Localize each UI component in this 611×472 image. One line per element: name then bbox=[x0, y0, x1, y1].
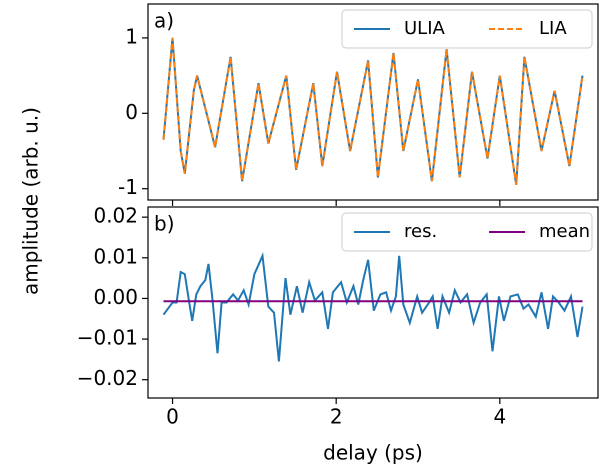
y-tick-label: −0.02 bbox=[77, 366, 138, 390]
y-tick-label: 0 bbox=[125, 100, 138, 124]
x-tick-label: 2 bbox=[330, 405, 343, 429]
y-tick-label: 0.00 bbox=[93, 285, 138, 309]
axes-frame bbox=[147, 3, 599, 201]
legend-box bbox=[341, 212, 593, 252]
x-tick-label: 4 bbox=[493, 405, 506, 429]
series-line bbox=[162, 37, 584, 186]
plot-area bbox=[162, 252, 584, 362]
legend-label: LIA bbox=[539, 18, 567, 39]
y-tick-label: 1 bbox=[125, 24, 138, 48]
series-line bbox=[162, 252, 584, 362]
legend-label: res. bbox=[404, 221, 437, 242]
y-tick-label: 0.01 bbox=[93, 244, 138, 268]
legend: ULIA LIA bbox=[341, 9, 593, 49]
legend-label: mean bbox=[539, 221, 590, 242]
legend: res. mean bbox=[341, 212, 593, 252]
y-tick-label: −0.01 bbox=[77, 326, 138, 350]
panel-label: a) bbox=[154, 9, 174, 33]
y-tick-label: 0.02 bbox=[93, 204, 138, 228]
y-axis-label: amplitude (arb. u.) bbox=[19, 107, 43, 295]
x-tick-label: 0 bbox=[166, 405, 179, 429]
y-tick-label: -1 bbox=[118, 175, 138, 199]
legend-box bbox=[341, 9, 593, 49]
legend-label: ULIA bbox=[404, 18, 446, 39]
panel-label: b) bbox=[154, 212, 175, 236]
plot-area bbox=[162, 37, 584, 186]
axes-frame bbox=[147, 206, 599, 399]
x-axis-label: delay (ps) bbox=[323, 441, 423, 465]
